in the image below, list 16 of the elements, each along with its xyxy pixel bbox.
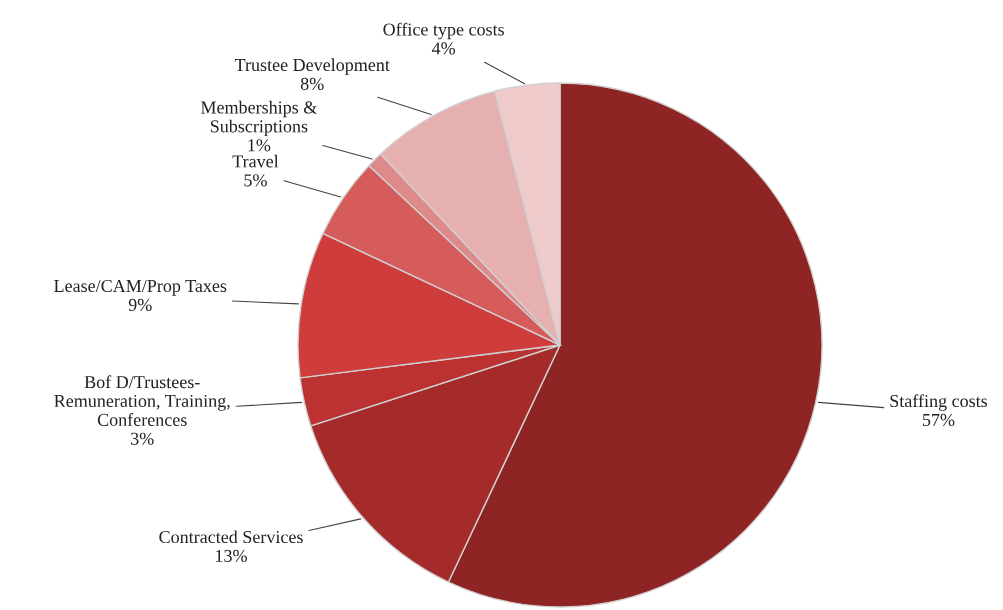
data-label: 8% [300,77,324,90]
data-label: 1% [248,139,271,152]
slice-label: Memberships & Subscriptions [200,100,317,137]
data-label: 5% [244,174,267,187]
slice-label: Trustee Development [234,58,390,75]
data-label: 3% [131,432,154,445]
slice-label: Travel [232,154,279,168]
data-label: 57% [922,413,955,427]
slice-label: Bof D/Trustees- Remuneration, Training, Conferences [54,375,230,426]
slice-label: Contracted Services [159,530,303,544]
data-label: 4% [431,42,456,55]
data-label: 9% [128,298,152,311]
slice-label: Staffing costs [890,394,988,411]
slice-label: Office type costs [383,22,504,40]
slice-label: Lease/CAM/Prop Taxes [54,279,227,296]
data-label: 13% [216,549,247,563]
